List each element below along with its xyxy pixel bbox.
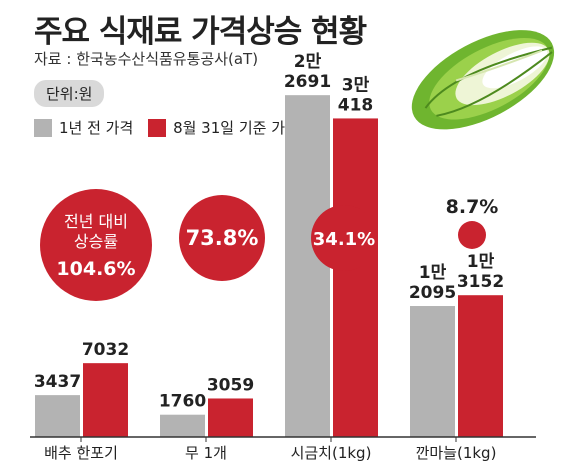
cabbage-illustration xyxy=(411,30,555,130)
chart-title: 주요 식재료 가격상승 현황 xyxy=(34,14,367,50)
unit-badge: 단위:원 xyxy=(34,80,105,107)
data-label-current-3: 1만 3152 xyxy=(457,252,504,292)
legend-item-prev-year: 1년 전 가격 xyxy=(34,117,133,138)
percent-change-caption-0-1: 상승률 xyxy=(74,232,118,251)
percent-change-circle-3 xyxy=(458,221,486,249)
percent-change-circle-1 xyxy=(179,195,265,281)
data-label-prev-year-3: 1만 2095 xyxy=(409,263,456,303)
data-label-line: 3만 xyxy=(342,75,370,95)
legend: 1년 전 가격 8월 31일 기준 가격 xyxy=(34,117,309,141)
data-label-prev-year-2: 2만 2691 xyxy=(284,52,331,92)
data-label-line: 7032 xyxy=(82,340,129,360)
legend-label-prev-year: 1년 전 가격 xyxy=(59,119,134,137)
data-label-current-0: 7032 xyxy=(82,340,129,360)
legend-label-current: 8월 31일 기준 가격 xyxy=(173,119,299,137)
x-tick-label-1: 무 1개 xyxy=(185,444,227,462)
source-note: 자료 : 한국농수산식품유통공사(aT) xyxy=(34,50,259,68)
percent-change-label-3: 8.7% xyxy=(446,196,499,218)
bar-prev-year-2 xyxy=(285,95,330,437)
data-label-prev-year-1: 1760 xyxy=(159,392,206,412)
percent-change-caption-0-0: 전년 대비 xyxy=(64,212,128,231)
legend-swatch-current xyxy=(148,118,167,137)
data-label-current-2: 3만 418 xyxy=(338,75,374,115)
data-label-line: 2만 xyxy=(294,52,322,72)
x-tick-label-3: 깐마늘(1kg) xyxy=(416,444,497,462)
legend-swatch-prev-year xyxy=(34,118,52,137)
bar-current-1 xyxy=(208,398,253,437)
data-label-line: 3437 xyxy=(34,372,81,392)
data-label-line: 3059 xyxy=(207,375,254,395)
legend-item-current: 8월 31일 기준 가격 xyxy=(148,117,299,138)
data-label-line: 2095 xyxy=(409,283,456,303)
bar-current-0 xyxy=(83,363,128,437)
data-label-prev-year-0: 3437 xyxy=(34,372,81,392)
bar-prev-year-0 xyxy=(35,395,80,437)
data-label-line: 2691 xyxy=(284,72,331,92)
percent-change-label-0: 104.6% xyxy=(56,258,135,280)
percent-change-circle-0 xyxy=(40,189,152,301)
data-label-line: 1만 xyxy=(467,252,495,272)
x-tick-label-0: 배추 한포기 xyxy=(44,444,118,462)
data-label-line: 1760 xyxy=(159,392,206,412)
bar-current-2 xyxy=(333,118,378,438)
data-label-line: 418 xyxy=(338,95,374,115)
bar-current-3 xyxy=(458,295,503,437)
data-label-current-1: 3059 xyxy=(207,375,254,395)
percent-change-circle-2 xyxy=(311,205,377,271)
data-label-line: 3152 xyxy=(457,272,504,292)
bar-prev-year-1 xyxy=(160,414,205,437)
x-tick-label-2: 시금치(1kg) xyxy=(291,444,372,462)
percent-change-label-2: 34.1% xyxy=(313,229,375,250)
percent-change-label-1: 73.8% xyxy=(186,226,259,250)
bar-prev-year-3 xyxy=(410,306,455,437)
data-label-line: 1만 xyxy=(419,263,447,283)
